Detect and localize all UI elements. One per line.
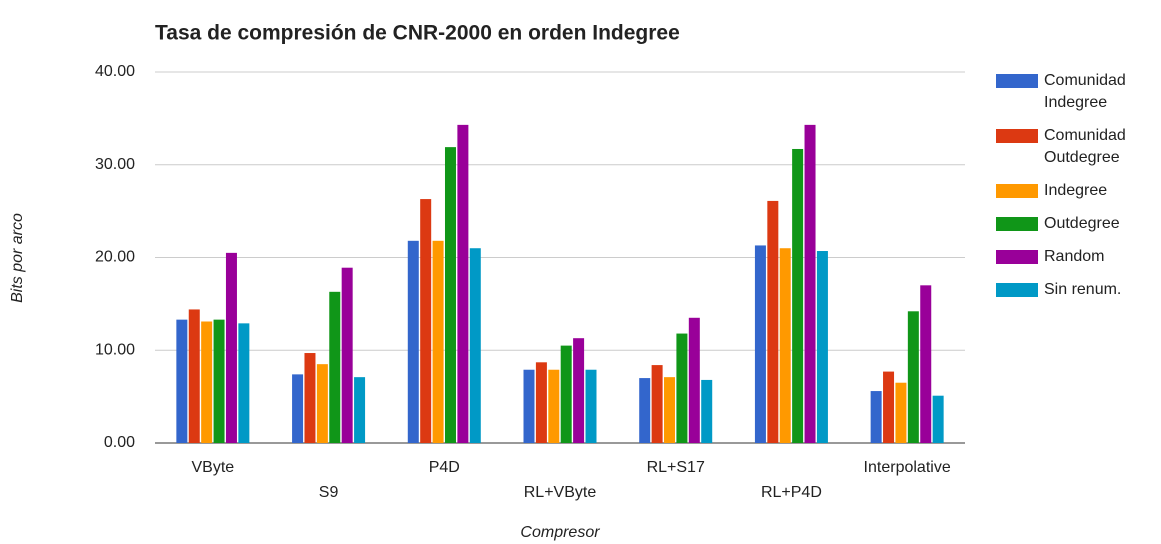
chart-title: Tasa de compresión de CNR-2000 en orden … — [155, 22, 680, 45]
x-tick-label: RL+VByte — [524, 484, 597, 501]
legend-swatch — [996, 217, 1038, 231]
bar — [676, 333, 688, 443]
bar — [767, 200, 779, 443]
bar — [883, 371, 895, 443]
bar — [932, 395, 944, 443]
legend-label: Random — [1044, 248, 1105, 265]
y-tick-label: 30.00 — [95, 156, 135, 173]
legend: Comunidad Indegree Comunidad Outdegree Ind… — [996, 70, 1156, 312]
bar — [292, 374, 304, 443]
bar — [523, 369, 535, 443]
bar — [176, 319, 188, 443]
bar — [432, 240, 444, 443]
bar — [639, 378, 651, 443]
x-tick-label: P4D — [429, 459, 460, 476]
bar — [895, 382, 907, 443]
bar — [469, 248, 481, 443]
bar — [329, 291, 341, 443]
legend-label: Comunidad Indegree — [1044, 72, 1126, 111]
legend-item: Comunidad Indegree — [996, 70, 1156, 114]
bar — [238, 323, 250, 443]
legend-item: Sin renum. — [996, 279, 1156, 301]
bar — [457, 124, 469, 444]
bar — [816, 251, 828, 443]
legend-swatch — [996, 74, 1038, 88]
y-tick-label: 40.00 — [95, 63, 135, 80]
bar — [213, 319, 225, 443]
legend-item: Indegree — [996, 180, 1156, 202]
bar — [754, 245, 766, 443]
bar — [585, 369, 597, 443]
x-tick-label: RL+S17 — [647, 459, 705, 476]
legend-swatch — [996, 283, 1038, 297]
legend-label: Comunidad Outdegree — [1044, 127, 1126, 166]
bar — [444, 147, 456, 443]
bar — [920, 285, 932, 443]
bar — [354, 377, 366, 443]
legend-item: Outdegree — [996, 213, 1156, 235]
bar — [407, 240, 419, 443]
bar — [907, 311, 919, 443]
x-tick-label: Interpolative — [864, 459, 951, 476]
bar — [560, 345, 572, 443]
bar — [573, 338, 585, 443]
bar — [779, 248, 791, 443]
legend-label: Outdegree — [1044, 215, 1120, 232]
bar — [304, 353, 316, 443]
bar — [870, 391, 882, 443]
bar — [225, 252, 237, 443]
y-tick-label: 10.00 — [95, 341, 135, 358]
bar — [804, 124, 816, 444]
bar — [316, 364, 328, 443]
x-axis-label: Compresor — [520, 524, 600, 541]
y-tick-label: 20.00 — [95, 249, 135, 266]
bar — [341, 267, 353, 443]
legend-swatch — [996, 184, 1038, 198]
bar — [535, 362, 547, 443]
bar — [201, 321, 213, 443]
legend-item: Random — [996, 246, 1156, 268]
bar — [792, 148, 804, 444]
legend-label: Sin renum. — [1044, 281, 1122, 298]
x-tick-label: RL+P4D — [761, 484, 822, 501]
bar — [664, 377, 676, 443]
bar — [651, 365, 663, 443]
x-tick-label: S9 — [319, 484, 339, 501]
y-tick-label: 0.00 — [104, 434, 135, 451]
bar — [188, 309, 200, 443]
legend-label: Indegree — [1044, 182, 1108, 199]
bar — [548, 369, 560, 443]
legend-swatch — [996, 129, 1038, 143]
legend-item: Comunidad Outdegree — [996, 125, 1156, 169]
bar — [420, 199, 432, 443]
legend-swatch — [996, 250, 1038, 264]
x-tick-label: VByte — [192, 459, 235, 476]
bar — [688, 317, 700, 443]
y-axis-label: Bits por arco — [9, 213, 26, 303]
bar — [701, 379, 713, 443]
